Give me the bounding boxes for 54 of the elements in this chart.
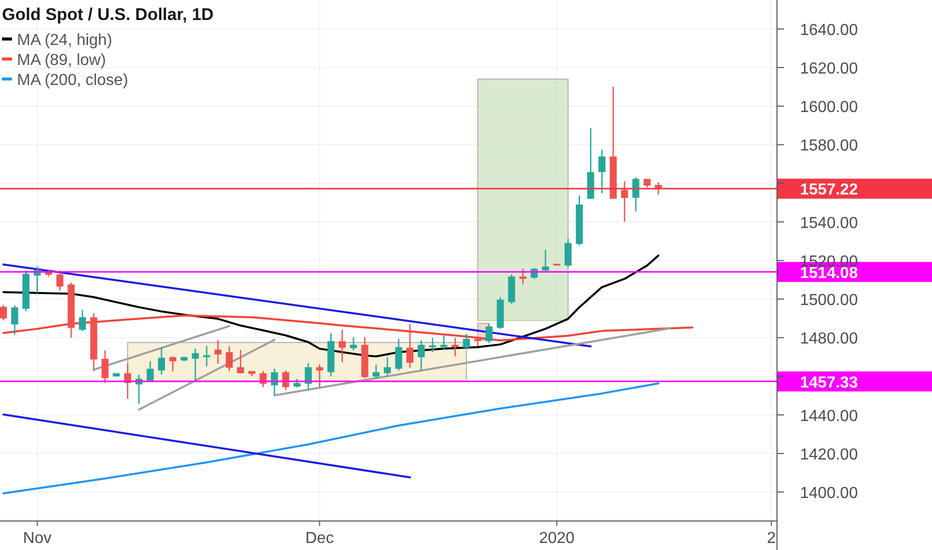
y-tick-label: 1420.00 — [800, 446, 858, 464]
candlestick — [203, 346, 210, 368]
candlestick — [78, 309, 86, 332]
candlestick — [316, 364, 324, 388]
candlestick — [158, 347, 165, 376]
candlestick — [56, 270, 64, 292]
candlestick — [214, 339, 222, 364]
candlestick — [338, 329, 346, 363]
legend-label: MA (89, low) — [17, 52, 106, 69]
candlestick — [395, 338, 402, 372]
ref-line-label: 1457.33 — [800, 374, 858, 392]
chart-title: Gold Spot / U.S. Dollar, 1D — [2, 5, 214, 24]
y-tick-label: 1620.00 — [800, 60, 858, 78]
candlestick — [350, 336, 357, 352]
candlestick — [542, 249, 549, 272]
ref-line-label: 1557.22 — [800, 182, 858, 199]
y-tick-label: 1540.00 — [800, 214, 858, 232]
candlestick — [146, 360, 154, 382]
candlestick — [519, 268, 526, 286]
candlestick — [632, 176, 640, 212]
candlestick — [0, 304, 7, 321]
legend-label: MA (200, close) — [17, 72, 128, 89]
candlestick — [11, 304, 18, 336]
line-series — [2, 382, 660, 494]
x-tick-label: Nov — [23, 530, 52, 547]
y-tick-label: 1400.00 — [800, 485, 858, 502]
y-tick-label: 1580.00 — [800, 138, 858, 155]
line-series — [2, 314, 694, 342]
y-tick-label: 1480.00 — [800, 330, 858, 348]
candlestick — [406, 324, 414, 368]
candlestick — [282, 370, 290, 390]
candlestick — [270, 368, 278, 396]
y-tick-label: 1500.00 — [800, 292, 858, 310]
candlestick — [486, 323, 493, 344]
candlestick — [462, 333, 470, 350]
legend-label: MA (24, high) — [17, 32, 112, 49]
candlestick — [598, 149, 606, 194]
candlestick — [304, 362, 312, 390]
candlestick — [621, 180, 628, 222]
y-tick-label: 1600.00 — [800, 99, 858, 116]
candlestick — [372, 364, 380, 380]
candlestick — [418, 340, 425, 372]
x-tick-label: 2 — [766, 530, 776, 547]
candlestick — [384, 356, 391, 376]
candlestick — [169, 356, 176, 372]
y-tick-label: 1440.00 — [800, 408, 858, 425]
x-tick-label: 2020 — [538, 530, 575, 547]
x-tick-label: Dec — [305, 530, 334, 547]
candlestick — [226, 346, 233, 372]
candlestick — [102, 350, 109, 384]
candlestick — [237, 349, 244, 374]
candlestick — [192, 348, 199, 383]
candlestick — [564, 238, 572, 268]
y-tick-label: 1640.00 — [800, 22, 858, 39]
